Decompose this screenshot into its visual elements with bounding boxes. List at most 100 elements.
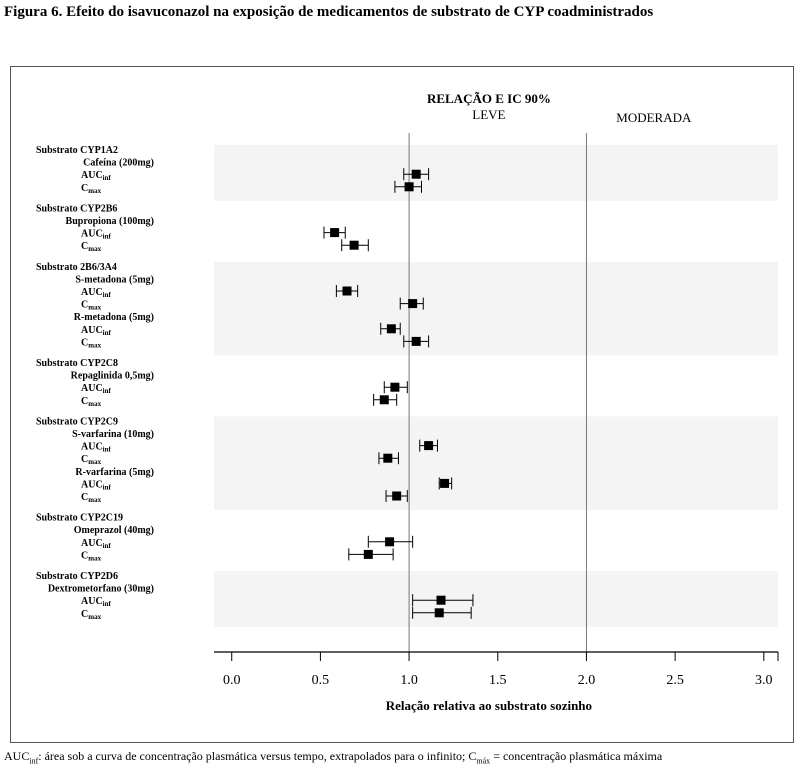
measure-label-sub: max bbox=[88, 496, 101, 504]
group-band bbox=[214, 145, 778, 201]
substrate-label: Substrato 2B6/3A4 bbox=[36, 262, 117, 273]
ratio-marker bbox=[390, 382, 400, 392]
measure-label-sub: inf bbox=[103, 233, 112, 241]
measure-label: AUCinf bbox=[81, 479, 112, 491]
measure-label: Cmax bbox=[81, 183, 102, 195]
ratio-marker bbox=[424, 441, 434, 451]
measure-label: Cmax bbox=[81, 550, 102, 562]
measure-label-main: AUC bbox=[81, 442, 103, 453]
ratio-marker bbox=[392, 491, 402, 501]
x-tick-label: 3.0 bbox=[755, 673, 773, 688]
figure-title: Figura 6. Efeito do isavuconazol na expo… bbox=[4, 4, 654, 20]
zone-label-moderada: MODERADA bbox=[616, 110, 692, 125]
measure-label-main: AUC bbox=[81, 596, 103, 607]
measure-label: AUCinf bbox=[81, 442, 112, 454]
measure-label-main: C bbox=[81, 492, 88, 503]
measure-label: Cmax bbox=[81, 300, 102, 312]
ratio-marker bbox=[363, 549, 373, 559]
measure-label-main: C bbox=[81, 337, 88, 348]
measure-label: Cmax bbox=[81, 609, 102, 621]
ratio-marker bbox=[349, 240, 359, 250]
measure-label-main: C bbox=[81, 454, 88, 465]
measure-label-sub: max bbox=[88, 400, 101, 408]
x-tick-label: 0.0 bbox=[223, 673, 241, 688]
footnote: AUCinf: área sob a curva de concentração… bbox=[4, 749, 794, 768]
drug-label: Repaglinida 0,5mg) bbox=[71, 371, 154, 382]
substrate-label: Substrato CYP2C8 bbox=[36, 358, 118, 369]
measure-label-main: AUC bbox=[81, 170, 103, 181]
chart-header: RELAÇÃO E IC 90% bbox=[427, 91, 551, 106]
ratio-marker bbox=[342, 286, 352, 296]
forest-plot: RELAÇÃO E IC 90%LEVE MODERADA 0.0 0.5 1.0 1.5… bbox=[36, 91, 779, 713]
measure-label-sub: max bbox=[88, 341, 101, 349]
ratio-marker bbox=[411, 336, 421, 346]
drug-label: Cafeína (200mg) bbox=[83, 158, 154, 169]
measure-label: AUCinf bbox=[81, 170, 112, 182]
measure-label-sub: inf bbox=[103, 446, 112, 454]
substrate-label: Substrato CYP1A2 bbox=[36, 145, 118, 156]
measure-label-sub: inf bbox=[103, 600, 112, 608]
ratio-marker bbox=[408, 299, 418, 309]
measure-label: Cmax bbox=[81, 396, 102, 408]
measure-label-main: AUC bbox=[81, 287, 103, 298]
ratio-marker bbox=[411, 169, 421, 179]
substrate-label: Substrato CYP2C9 bbox=[36, 416, 118, 427]
x-tick-label: 0.5 bbox=[312, 673, 330, 688]
footnote-auc: AUC bbox=[4, 749, 30, 763]
drug-label: S-varfarina (10mg) bbox=[72, 429, 154, 440]
measure-label-sub: max bbox=[88, 458, 101, 466]
ratio-marker bbox=[330, 228, 340, 238]
measure-label: Cmax bbox=[81, 337, 102, 349]
measure-label: Cmax bbox=[81, 241, 102, 253]
measure-label-main: AUC bbox=[81, 383, 103, 394]
measure-label-main: C bbox=[81, 300, 88, 311]
measure-label-main: AUC bbox=[81, 325, 103, 336]
measure-label-sub: max bbox=[88, 245, 101, 253]
measure-label: AUCinf bbox=[81, 383, 112, 395]
measure-label-sub: inf bbox=[103, 483, 112, 491]
footnote-auc-def: : área sob a curva de concentração plasm… bbox=[38, 749, 477, 763]
measure-label-sub: inf bbox=[103, 329, 112, 337]
measure-label-sub: inf bbox=[103, 174, 112, 182]
drug-label: R-metadona (5mg) bbox=[74, 312, 154, 323]
x-tick-label: 1.0 bbox=[400, 673, 418, 688]
measure-label-sub: inf bbox=[103, 542, 112, 550]
footnote-cmax-sub: máx bbox=[476, 756, 491, 766]
measure-label: AUCinf bbox=[81, 287, 112, 299]
measure-label-main: C bbox=[81, 609, 88, 620]
x-tick-label: 2.0 bbox=[578, 673, 596, 688]
measure-label-main: C bbox=[81, 241, 88, 252]
x-axis-label: Relação relativa ao substrato sozinho bbox=[386, 698, 592, 713]
footnote-auc-sub: inf bbox=[29, 756, 39, 766]
measure-label: Cmax bbox=[81, 454, 102, 466]
group-band bbox=[214, 571, 778, 627]
measure-label-main: AUC bbox=[81, 229, 103, 240]
ratio-marker bbox=[404, 182, 414, 192]
measure-label: AUCinf bbox=[81, 325, 112, 337]
measure-label-sub: max bbox=[88, 613, 101, 621]
ratio-marker bbox=[434, 608, 444, 618]
measure-label-main: C bbox=[81, 183, 88, 194]
x-tick-label: 1.5 bbox=[489, 673, 507, 688]
ratio-marker bbox=[386, 324, 396, 334]
ratio-marker bbox=[440, 478, 450, 488]
drug-label: Omeprazol (40mg) bbox=[74, 525, 154, 536]
ratio-marker bbox=[436, 595, 446, 605]
measure-label: AUCinf bbox=[81, 596, 112, 608]
measure-label-sub: max bbox=[88, 554, 101, 562]
ratio-marker bbox=[379, 395, 389, 405]
ratio-marker bbox=[385, 537, 395, 547]
x-tick-label: 2.5 bbox=[666, 673, 684, 688]
substrate-label: Substrato CYP2D6 bbox=[36, 571, 118, 582]
measure-label: Cmax bbox=[81, 492, 102, 504]
measure-label-main: C bbox=[81, 550, 88, 561]
measure-label-main: C bbox=[81, 396, 88, 407]
measure-label-sub: inf bbox=[103, 291, 112, 299]
drug-label: Bupropiona (100mg) bbox=[66, 216, 154, 227]
measure-label-sub: max bbox=[88, 304, 101, 312]
measure-label-main: AUC bbox=[81, 538, 103, 549]
substrate-label: Substrato CYP2B6 bbox=[36, 203, 117, 214]
measure-label: AUCinf bbox=[81, 538, 112, 550]
zone-label-leve: LEVE bbox=[472, 107, 505, 122]
group-band bbox=[214, 416, 778, 510]
